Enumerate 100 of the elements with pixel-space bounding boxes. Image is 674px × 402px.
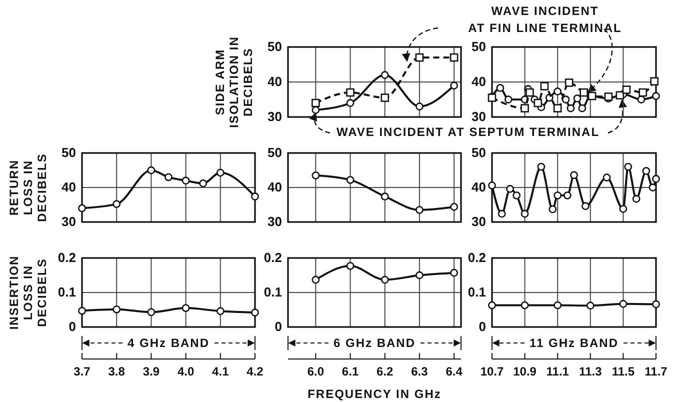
y-tick-label: 0.2 [264, 250, 282, 266]
x-tick-label: 10.7 [480, 364, 504, 379]
point [380, 94, 390, 102]
point [199, 179, 208, 188]
point [416, 102, 424, 110]
y-tick-label: 40 [268, 180, 282, 195]
text: 6 GHz BAND [333, 336, 416, 350]
x-tick-label: 4.0 [177, 364, 194, 379]
point [526, 88, 534, 97]
y-tick-label: 0 [68, 319, 76, 334]
x-tick-label: 11.1 [546, 364, 570, 379]
point [582, 202, 590, 210]
x-tick-label: 6.2 [376, 364, 394, 379]
point [563, 191, 572, 200]
y-tick-label: 40 [472, 180, 486, 195]
x-tick-label: 11.7 [644, 364, 668, 379]
point [622, 86, 631, 94]
x-tick-label: 3.7 [74, 364, 91, 379]
y-tick-label: 50 [268, 145, 282, 160]
x-axis-title: FREQUENCY IN GHz [308, 387, 442, 401]
y-tick-label: 50 [472, 145, 486, 160]
point [632, 194, 640, 203]
point [312, 276, 320, 284]
point [312, 106, 320, 114]
point [650, 77, 659, 86]
point [346, 262, 354, 270]
point [488, 181, 496, 190]
y-axis-title: RETURN LOSS IN DECIBELS [7, 153, 49, 222]
y-tick-label: 50 [268, 39, 282, 54]
point [520, 210, 529, 218]
y-tick-label: 40 [268, 74, 282, 90]
point [346, 88, 354, 97]
x-tick-label: 6.3 [411, 364, 428, 379]
point [548, 205, 557, 214]
point [512, 191, 521, 200]
point [652, 92, 660, 100]
point [380, 276, 389, 284]
annotation: WAVE INCIDENT AT SEPTUM TERMINAL [336, 125, 600, 139]
y-tick-label: 0 [274, 319, 282, 334]
point [554, 191, 562, 200]
x-tick-label: 10.9 [513, 364, 537, 379]
point [216, 168, 224, 177]
point [506, 184, 514, 193]
y-tick-label: 30 [62, 214, 76, 230]
y-tick-label: 40 [62, 180, 76, 195]
point [520, 104, 529, 112]
point [638, 88, 648, 97]
point [346, 99, 354, 107]
y-axis-title: SIDE ARM ISOLATION IN DECIBELS [213, 36, 255, 128]
point [637, 96, 646, 104]
y-axis-title: INSERTION LOSS IN DECIBELS [7, 255, 49, 330]
x-tick-label: 3.9 [142, 364, 160, 379]
point [566, 104, 575, 112]
point [450, 202, 458, 211]
point [602, 174, 611, 182]
y-tick-label: 30 [268, 109, 282, 124]
x-tick-label: 6.0 [307, 364, 324, 379]
y-tick-label: 50 [472, 39, 486, 54]
point [652, 174, 660, 183]
point [416, 271, 424, 280]
point [251, 192, 259, 200]
x-tick-label: 11.5 [612, 364, 635, 379]
point [346, 176, 354, 184]
point [182, 176, 190, 185]
x-tick-label: 4.1 [212, 364, 230, 379]
point [554, 88, 562, 96]
y-tick-label: 50 [62, 145, 76, 160]
y-tick-label: 30 [472, 214, 486, 230]
point [619, 204, 628, 213]
point [562, 96, 570, 104]
point [564, 78, 574, 87]
point [553, 104, 562, 112]
text: 11 GHz BAND [529, 336, 619, 350]
point [504, 96, 512, 104]
y-tick-label: 0.1 [468, 284, 486, 300]
point [380, 71, 389, 79]
text: 4 GHz BAND [127, 336, 210, 350]
y-tick-label: 0.1 [58, 284, 76, 300]
point [534, 98, 542, 108]
y-tick-label: 40 [472, 74, 486, 90]
y-tick-label: 0.2 [58, 250, 76, 266]
point [642, 166, 650, 175]
point [164, 173, 172, 182]
point [450, 268, 458, 277]
point [312, 171, 320, 180]
point [498, 210, 506, 218]
point [496, 84, 504, 92]
text: WAVE INCIDENT AT FIN LINE TERMINAL [468, 4, 622, 35]
x-tick-label: 4.2 [246, 364, 264, 379]
point [312, 98, 320, 108]
point [537, 162, 546, 171]
y-tick-label: 0.2 [468, 250, 486, 266]
point [616, 91, 624, 100]
x-tick-label: 3.8 [108, 364, 126, 379]
y-tick-label: 30 [472, 109, 486, 124]
point [648, 184, 657, 192]
y-tick-label: 30 [268, 214, 282, 230]
point [540, 82, 549, 90]
point [578, 104, 586, 112]
point [570, 171, 578, 180]
